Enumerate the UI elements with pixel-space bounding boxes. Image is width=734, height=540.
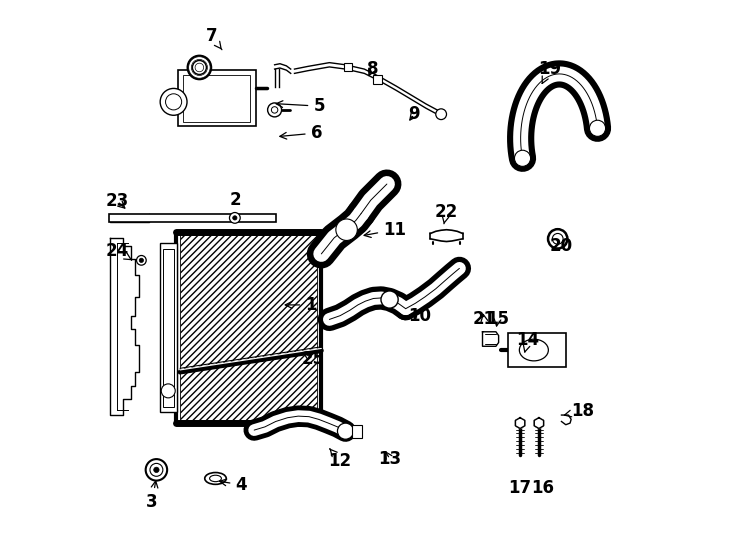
Circle shape <box>338 423 354 439</box>
Bar <box>180 235 317 421</box>
Circle shape <box>160 89 187 115</box>
Text: 5: 5 <box>276 97 324 115</box>
Text: 22: 22 <box>435 203 458 224</box>
Bar <box>163 248 174 407</box>
Text: 9: 9 <box>408 105 420 123</box>
Circle shape <box>192 60 206 75</box>
Bar <box>159 243 177 413</box>
Bar <box>352 425 362 437</box>
Bar <box>184 75 250 122</box>
Text: 7: 7 <box>206 28 222 50</box>
Bar <box>344 63 352 71</box>
Text: 17: 17 <box>509 478 531 497</box>
Text: 1: 1 <box>286 296 316 314</box>
Text: 14: 14 <box>517 331 539 352</box>
Bar <box>508 333 566 367</box>
Text: 11: 11 <box>364 221 406 239</box>
Circle shape <box>336 219 357 240</box>
Circle shape <box>145 459 167 481</box>
Ellipse shape <box>520 339 548 361</box>
Text: 25: 25 <box>302 349 325 368</box>
Text: 8: 8 <box>366 59 378 78</box>
Text: 4: 4 <box>219 476 247 494</box>
Text: 2: 2 <box>230 191 241 209</box>
Text: 6: 6 <box>280 124 322 142</box>
Circle shape <box>139 258 144 262</box>
Text: 24: 24 <box>106 242 131 260</box>
Polygon shape <box>515 418 525 428</box>
Bar <box>109 214 276 221</box>
Ellipse shape <box>205 472 226 484</box>
Circle shape <box>150 463 163 476</box>
Circle shape <box>233 216 237 220</box>
Bar <box>374 75 382 84</box>
Text: 12: 12 <box>329 449 352 470</box>
Text: 21: 21 <box>473 310 495 328</box>
Circle shape <box>272 107 278 113</box>
Text: 13: 13 <box>379 450 401 468</box>
Circle shape <box>381 291 398 308</box>
Circle shape <box>230 213 240 223</box>
Ellipse shape <box>210 475 222 482</box>
Text: 3: 3 <box>146 481 158 511</box>
Text: 18: 18 <box>564 402 594 420</box>
Circle shape <box>161 384 175 398</box>
Text: 15: 15 <box>486 310 509 328</box>
Polygon shape <box>562 415 571 425</box>
Text: 16: 16 <box>531 478 554 497</box>
Circle shape <box>188 56 211 79</box>
Text: 20: 20 <box>550 237 573 255</box>
Circle shape <box>137 255 146 265</box>
Text: 10: 10 <box>408 307 431 325</box>
Text: 23: 23 <box>106 192 128 210</box>
Bar <box>178 70 255 126</box>
Circle shape <box>589 120 606 137</box>
Circle shape <box>268 103 282 117</box>
Circle shape <box>153 467 159 472</box>
Circle shape <box>436 109 446 119</box>
Circle shape <box>515 150 531 166</box>
Text: 19: 19 <box>538 59 562 84</box>
Polygon shape <box>534 418 544 428</box>
